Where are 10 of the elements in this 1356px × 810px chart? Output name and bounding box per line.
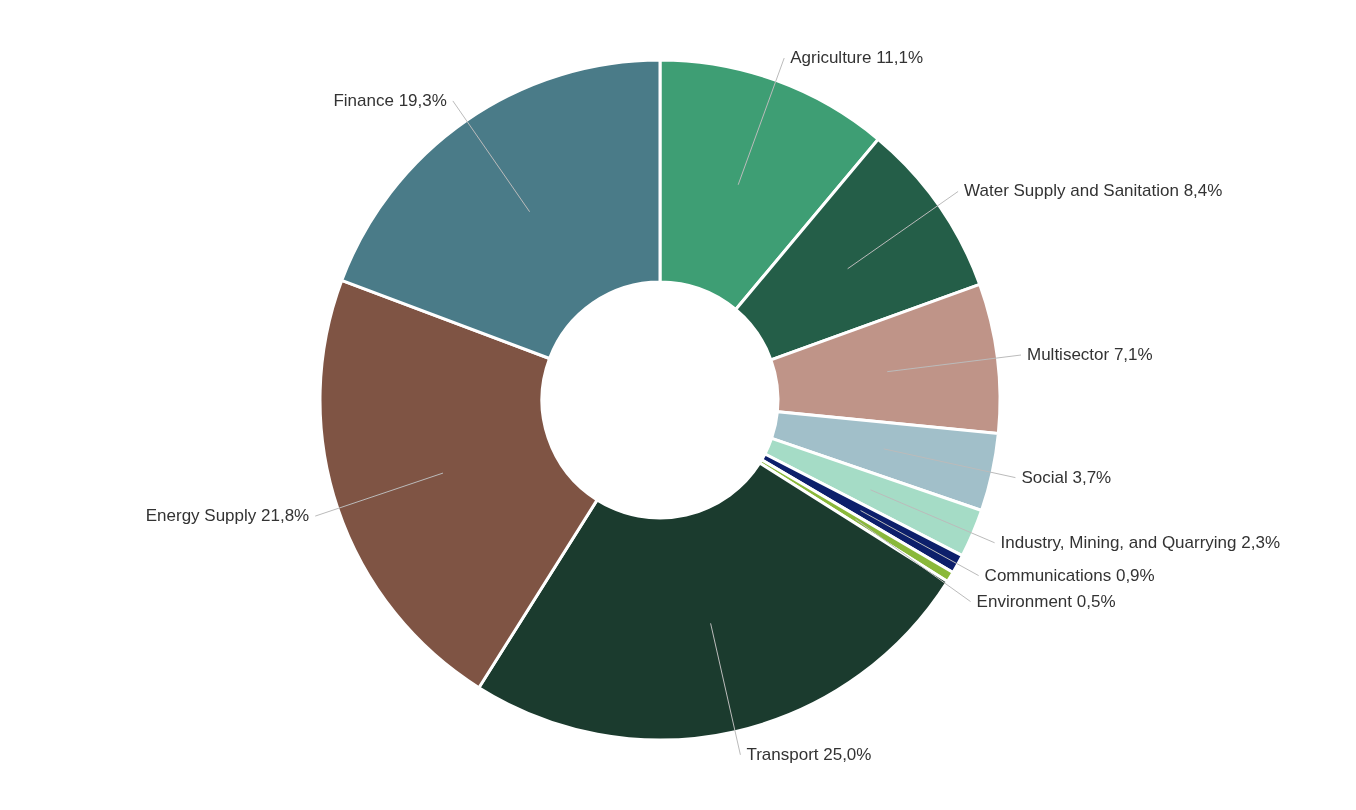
slice-label: Social 3,7% xyxy=(1021,467,1112,487)
slice-label: Environment 0,5% xyxy=(976,591,1116,611)
slice-label: Energy Supply 21,8% xyxy=(145,506,310,526)
slice-label: Multisector 7,1% xyxy=(1027,345,1153,365)
slice-label: Water Supply and Sanitation 8,4% xyxy=(964,181,1223,201)
slice-label: Communications 0,9% xyxy=(984,565,1155,585)
slice-label: Industry, Mining, and Quarrying 2,3% xyxy=(1000,532,1280,552)
slice-label: Transport 25,0% xyxy=(746,744,872,764)
slice-label: Finance 19,3% xyxy=(333,90,447,110)
slice-label: Agriculture 11,1% xyxy=(790,48,924,68)
